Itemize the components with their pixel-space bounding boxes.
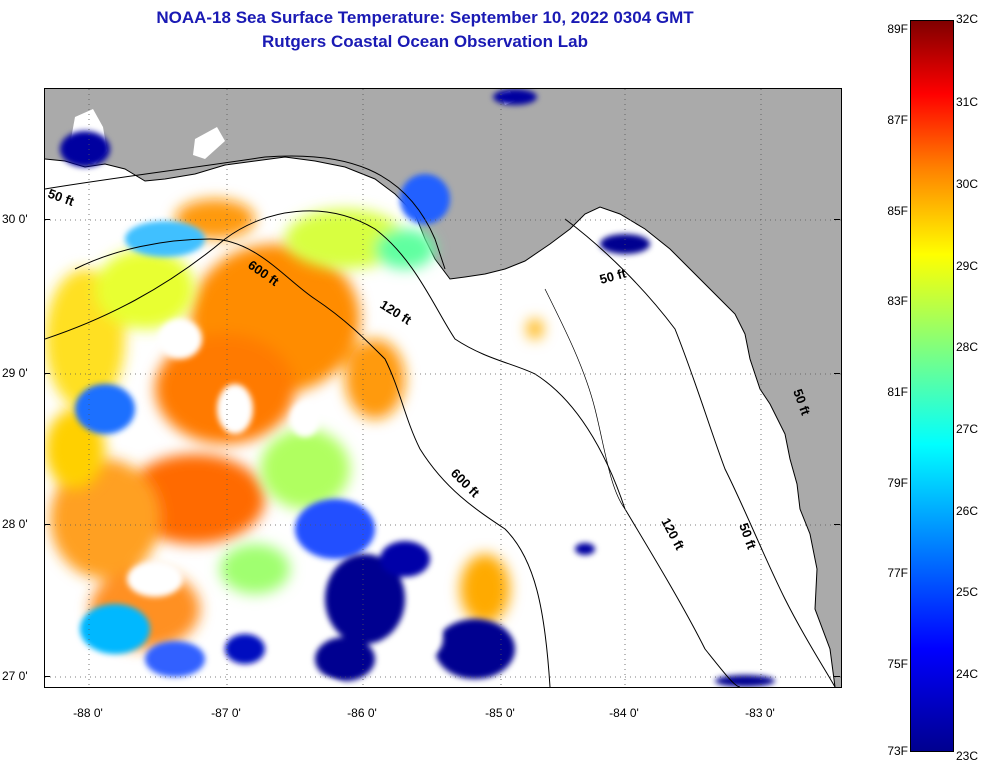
colorbar-label-f: 83F xyxy=(887,294,908,308)
colorbar-label-f: 75F xyxy=(887,657,908,671)
bay xyxy=(193,127,225,159)
sst-map-canvas: 50 ft 600 ft 120 ft 50 ft 600 ft 120 ft … xyxy=(45,89,841,687)
lon-label: -84 0' xyxy=(609,706,639,720)
colorbar-label-c: 27C xyxy=(956,422,979,436)
colorbar-label-c: 25C xyxy=(956,585,979,599)
colorbar-label-f: 79F xyxy=(887,476,908,490)
colorbar-label-f: 73F xyxy=(887,744,908,758)
colorbar xyxy=(910,20,954,752)
colorbar-label-f: 89F xyxy=(887,22,908,36)
contour-50ft-west xyxy=(45,155,446,270)
colorbar-label-c: 28C xyxy=(956,340,979,354)
lon-label: -83 0' xyxy=(745,706,775,720)
contour-50ft-east-inner xyxy=(544,288,626,510)
map-subtitle: Rutgers Coastal Ocean Observation Lab xyxy=(262,32,588,51)
lon-label: -87 0' xyxy=(211,706,241,720)
colorbar-label-c: 24C xyxy=(956,667,979,681)
cloud-gaps xyxy=(103,319,443,687)
colorbar-label-c: 31C xyxy=(956,95,979,109)
colorbar-label-c: 23C xyxy=(956,749,979,763)
contour-120ft xyxy=(45,210,741,687)
coastline xyxy=(45,156,836,687)
lon-label: -85 0' xyxy=(485,706,515,720)
contour-50ft-east xyxy=(564,218,836,687)
lat-label: 29 0' xyxy=(2,366,28,380)
lon-label: -88 0' xyxy=(73,706,103,720)
colorbar-label-f: 87F xyxy=(887,113,908,127)
contour-label: 120 ft xyxy=(377,297,414,328)
colorbar-label-c: 29C xyxy=(956,259,979,273)
colorbar-label-c: 26C xyxy=(956,504,979,518)
lat-label: 30 0' xyxy=(2,212,28,226)
contour-label: 120 ft xyxy=(658,515,688,553)
colorbar-label-f: 85F xyxy=(887,204,908,218)
sst-cold-patches xyxy=(60,89,775,687)
contour-label: 50 ft xyxy=(736,521,759,552)
contour-600ft xyxy=(74,238,551,687)
sst-cool-patches xyxy=(75,174,450,677)
lat-label: 27 0' xyxy=(2,669,28,683)
colorbar-label-c: 30C xyxy=(956,177,979,191)
colorbar-label-c: 32C xyxy=(956,12,979,26)
contour-label: 50 ft xyxy=(46,186,77,209)
colorbar-label-f: 77F xyxy=(887,566,908,580)
lat-label: 28 0' xyxy=(2,517,28,531)
map-title: NOAA-18 Sea Surface Temperature: Septemb… xyxy=(156,8,694,27)
lon-label: -86 0' xyxy=(347,706,377,720)
contour-label: 50 ft xyxy=(598,265,628,287)
colorbar-label-f: 81F xyxy=(887,385,908,399)
sst-map: 50 ft 600 ft 120 ft 50 ft 600 ft 120 ft … xyxy=(44,88,842,688)
contour-label: 600 ft xyxy=(448,466,483,501)
